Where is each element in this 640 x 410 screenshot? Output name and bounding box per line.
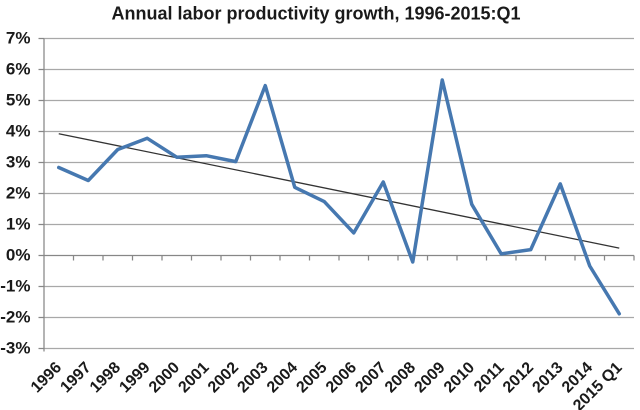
svg-text:3%: 3% [6, 153, 31, 172]
svg-text:Annual labor productivity grow: Annual labor productivity growth, 1996-2… [111, 4, 520, 24]
svg-text:1%: 1% [6, 215, 31, 234]
svg-text:2%: 2% [6, 184, 31, 203]
svg-text:5%: 5% [6, 91, 31, 110]
svg-text:0%: 0% [6, 246, 31, 265]
svg-text:-1%: -1% [0, 277, 30, 296]
svg-text:6%: 6% [6, 60, 31, 79]
svg-text:-3%: -3% [0, 339, 30, 358]
svg-text:4%: 4% [6, 122, 31, 141]
svg-text:7%: 7% [6, 29, 31, 48]
svg-text:-2%: -2% [0, 308, 30, 327]
